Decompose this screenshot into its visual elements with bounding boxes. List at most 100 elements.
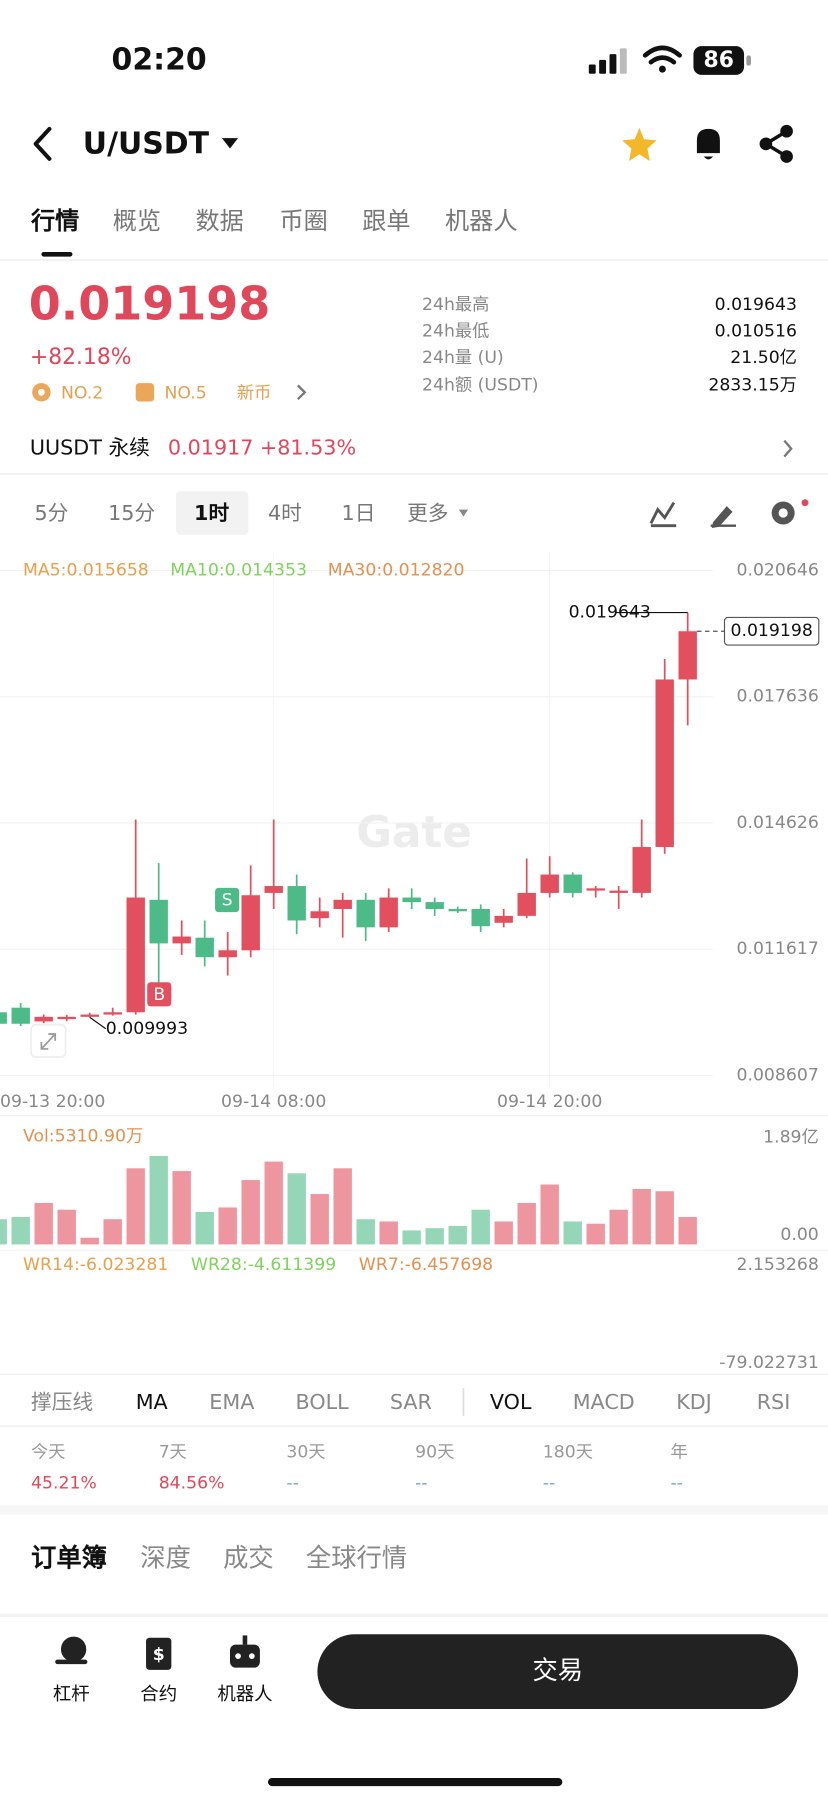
- indicator-tab[interactable]: MA: [136, 1390, 168, 1414]
- battery-tip: [746, 55, 751, 66]
- low-pointer: [89, 1016, 107, 1030]
- candle-body: [678, 631, 697, 680]
- tab[interactable]: 行情: [30, 207, 79, 235]
- expand-button[interactable]: [30, 1023, 67, 1058]
- order-tab[interactable]: 订单簿: [31, 1544, 107, 1573]
- y-tick-label: 0.020646: [736, 561, 818, 581]
- interval[interactable]: 更多: [407, 501, 448, 525]
- volume-bar: [494, 1221, 513, 1245]
- buy-marker-bg: [147, 982, 172, 1007]
- indicator-tab[interactable]: BOLL: [296, 1390, 350, 1414]
- price-change: +82.18%: [30, 345, 132, 370]
- svg-text:$: $: [153, 1645, 165, 1665]
- interval[interactable]: 4时: [268, 501, 302, 525]
- more-dropdown[interactable]: [458, 509, 469, 517]
- volume-bar: [34, 1203, 53, 1245]
- tab[interactable]: 数据: [196, 207, 244, 235]
- candle-body: [80, 1014, 99, 1017]
- tab[interactable]: 跟单: [362, 207, 410, 235]
- alert-bell[interactable]: [696, 128, 720, 160]
- order-tab[interactable]: 全球行情: [306, 1544, 407, 1573]
- candle-body: [333, 899, 352, 909]
- y-tick-label: 0.014626: [736, 813, 818, 833]
- wifi-icon: [642, 45, 682, 73]
- section-gap: [0, 1505, 828, 1515]
- tab[interactable]: 币圈: [279, 207, 327, 235]
- perf-value: --: [415, 1474, 427, 1494]
- perf-label: 今天: [31, 1443, 66, 1463]
- candle-body: [287, 886, 306, 921]
- stat-label: 24h最高: [422, 295, 489, 315]
- candle-body: [517, 892, 536, 916]
- indicator-tool[interactable]: [649, 501, 677, 528]
- candle-body: [264, 886, 283, 893]
- indicator-tab[interactable]: RSI: [757, 1390, 791, 1414]
- volume-bar: [149, 1155, 168, 1245]
- back-button[interactable]: [33, 126, 52, 161]
- volume-bar: [310, 1194, 329, 1245]
- badge-more[interactable]: [297, 384, 307, 400]
- high-label: 0.019643: [569, 603, 651, 623]
- volume-bar: [425, 1228, 444, 1245]
- volume-bar: [448, 1225, 467, 1245]
- perp-name[interactable]: UUSDT 永续: [30, 436, 150, 460]
- favorite-star[interactable]: [622, 127, 657, 162]
- tab[interactable]: 机器人: [445, 207, 517, 235]
- interval-active-bg: [175, 491, 249, 535]
- indicator-tab[interactable]: SAR: [390, 1390, 432, 1414]
- trade-button-label[interactable]: 交易: [532, 1656, 583, 1685]
- candle-body: [218, 950, 237, 958]
- margin-icon[interactable]: [55, 1636, 88, 1665]
- volume-bar: [471, 1209, 490, 1245]
- indicator-tab[interactable]: EMA: [209, 1390, 254, 1414]
- trade-button[interactable]: [317, 1634, 799, 1710]
- nav-label[interactable]: 机器人: [217, 1684, 272, 1705]
- legend-entry: WR28:-4.611399: [191, 1255, 336, 1275]
- volume-bar: [126, 1168, 145, 1245]
- volume-bar: [287, 1173, 306, 1245]
- status-time: 02:20: [112, 43, 207, 78]
- pair-title[interactable]: U/USDT: [83, 127, 210, 162]
- y-tick-label: 0.008607: [736, 1065, 818, 1085]
- volume-bar: [57, 1209, 76, 1245]
- candle-body: [586, 888, 605, 891]
- last-price-tag: 0.019198: [730, 621, 812, 641]
- perf-label: 90天: [415, 1443, 454, 1463]
- badge[interactable]: 新币: [237, 383, 272, 403]
- candle-body: [0, 1012, 7, 1024]
- indicator-tab[interactable]: 撑压线: [31, 1390, 93, 1414]
- interval[interactable]: 15分: [108, 501, 155, 525]
- order-tab[interactable]: 成交: [223, 1544, 274, 1573]
- volume-bar: [333, 1168, 352, 1245]
- indicator-tab[interactable]: KDJ: [676, 1390, 712, 1414]
- legend-entry: WR14:-6.023281: [23, 1255, 168, 1275]
- nav-label[interactable]: 杠杆: [53, 1684, 90, 1705]
- volume-bar: [80, 1237, 99, 1245]
- interval[interactable]: 1时: [194, 501, 229, 525]
- pair-dropdown[interactable]: [221, 138, 239, 149]
- settings-dot: [801, 499, 809, 507]
- volume-bar: [563, 1221, 582, 1245]
- indicator-tab[interactable]: MACD: [573, 1390, 635, 1414]
- order-tab[interactable]: 深度: [140, 1544, 191, 1573]
- buy-marker: B: [153, 985, 165, 1005]
- contract-icon[interactable]: $: [146, 1637, 172, 1670]
- x-tick-label: 09-13 20:00: [0, 1092, 105, 1112]
- nav-label[interactable]: 合约: [140, 1684, 177, 1705]
- share-button[interactable]: [759, 124, 793, 163]
- stat-label: 24h量 (U): [422, 348, 504, 368]
- perp-price: 0.01917: [168, 436, 254, 460]
- tab[interactable]: 概览: [113, 207, 161, 235]
- stat-value: 0.019643: [715, 295, 797, 315]
- indicator-tab[interactable]: VOL: [490, 1390, 532, 1414]
- interval[interactable]: 1日: [342, 501, 376, 525]
- legend-entry: WR7:-6.457698: [359, 1255, 493, 1275]
- volume-bar: [0, 1219, 7, 1245]
- perp-arrow[interactable]: [783, 439, 793, 458]
- y-tick-label: 1.89亿: [763, 1127, 819, 1147]
- draw-tool[interactable]: [711, 506, 733, 528]
- interval[interactable]: 5分: [35, 501, 69, 525]
- bot-icon[interactable]: [230, 1635, 260, 1668]
